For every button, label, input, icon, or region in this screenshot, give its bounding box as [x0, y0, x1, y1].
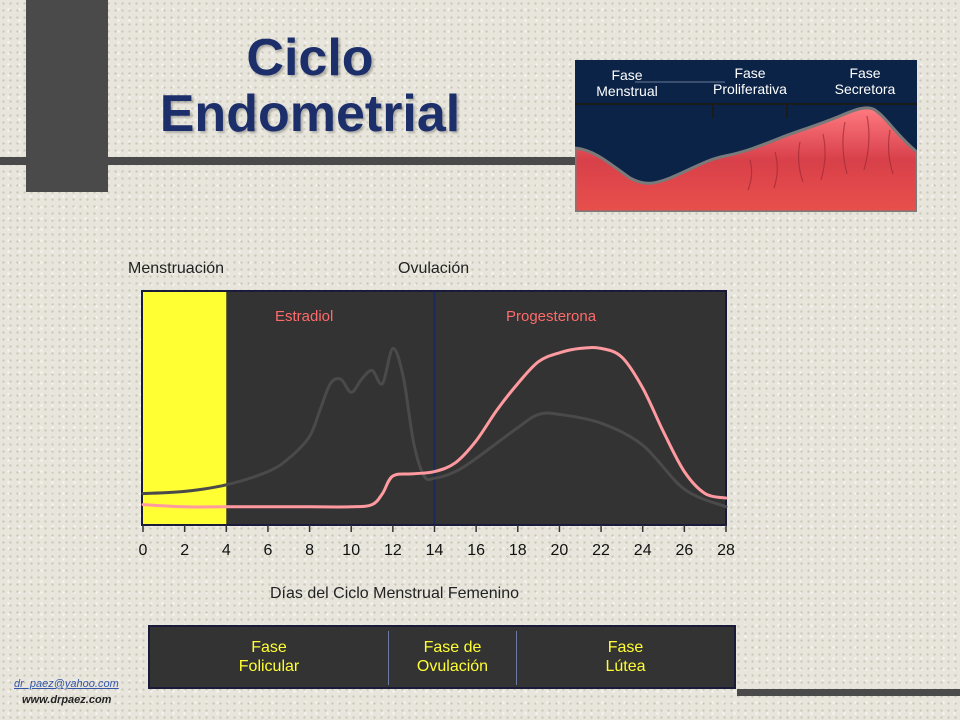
phase-lutea-line1: Fase — [607, 639, 644, 656]
series-line-progesterona — [141, 346, 728, 509]
ovulation-marker: Ovulación — [398, 260, 470, 277]
phase-bar: Fase Folicular Fase de Ovulación Fase Lú… — [148, 625, 736, 689]
series-line-estradiol — [141, 346, 728, 509]
x-tick-label: 24 — [633, 542, 652, 559]
series-label-estradiol: Estradiol — [275, 308, 334, 325]
endometrium-svg — [573, 60, 919, 214]
tissue-glands — [747, 115, 894, 191]
x-tick-label: 20 — [550, 542, 569, 559]
x-tick-label: 4 — [221, 542, 231, 559]
x-tick-label: 16 — [467, 542, 486, 559]
phase-separator-2 — [516, 631, 517, 685]
phase-lutea: Fase Lútea — [517, 627, 734, 687]
phase-folicular: Fase Folicular — [150, 627, 388, 687]
phase-ovulacion-line1: Fase de — [423, 639, 482, 656]
x-tick-label: 14 — [425, 542, 444, 559]
author-website: www.drpaez.com — [22, 694, 112, 706]
author-email-link[interactable]: dr_paez@yahoo.com — [14, 678, 119, 690]
title-line-1: Ciclo — [246, 29, 374, 87]
x-tick-label: 12 — [383, 542, 402, 559]
phase-ovulacion-line2: Ovulación — [416, 658, 489, 675]
x-tick-label: 28 — [717, 542, 735, 559]
x-axis-label: Días del Ciclo Menstrual Femenino — [270, 585, 519, 602]
phase-lutea-line2: Lútea — [605, 658, 646, 675]
x-tick-label: 8 — [305, 542, 315, 559]
endometrium-tissue — [573, 106, 919, 214]
title-line-2: Endometrial — [159, 85, 461, 143]
menstruation-marker: Menstruación — [128, 260, 225, 277]
endometrium-illustration: Fase Menstrual Fase Proliferativa Fase S… — [573, 60, 919, 214]
x-tick-label: 18 — [508, 542, 527, 559]
x-tick-label: 10 — [342, 542, 361, 559]
x-tick-label: 26 — [675, 542, 694, 559]
x-tick-label: 0 — [138, 542, 148, 559]
decorative-horizontal-line — [0, 157, 575, 165]
inset-phase-menstrual: Fase Menstrual — [596, 67, 658, 99]
inset-phase-secretora: Fase Secretora — [834, 65, 896, 97]
x-tick-label: 6 — [263, 542, 273, 559]
menstruation-band — [143, 292, 227, 524]
phase-folicular-line2: Folicular — [238, 658, 300, 675]
phase-folicular-line1: Fase — [251, 639, 287, 656]
series-label-progesterona: Progesterona — [506, 308, 597, 325]
phase-separator-1 — [388, 631, 389, 685]
inset-phase-proliferativa: Fase Proliferativa — [713, 65, 787, 97]
decorative-bottom-line — [737, 689, 960, 696]
x-tick-label: 2 — [180, 542, 190, 559]
x-tick-label: 22 — [592, 542, 610, 559]
phase-ovulacion: Fase de Ovulación — [389, 627, 516, 687]
slide-title: Ciclo Endometrial — [110, 30, 510, 142]
